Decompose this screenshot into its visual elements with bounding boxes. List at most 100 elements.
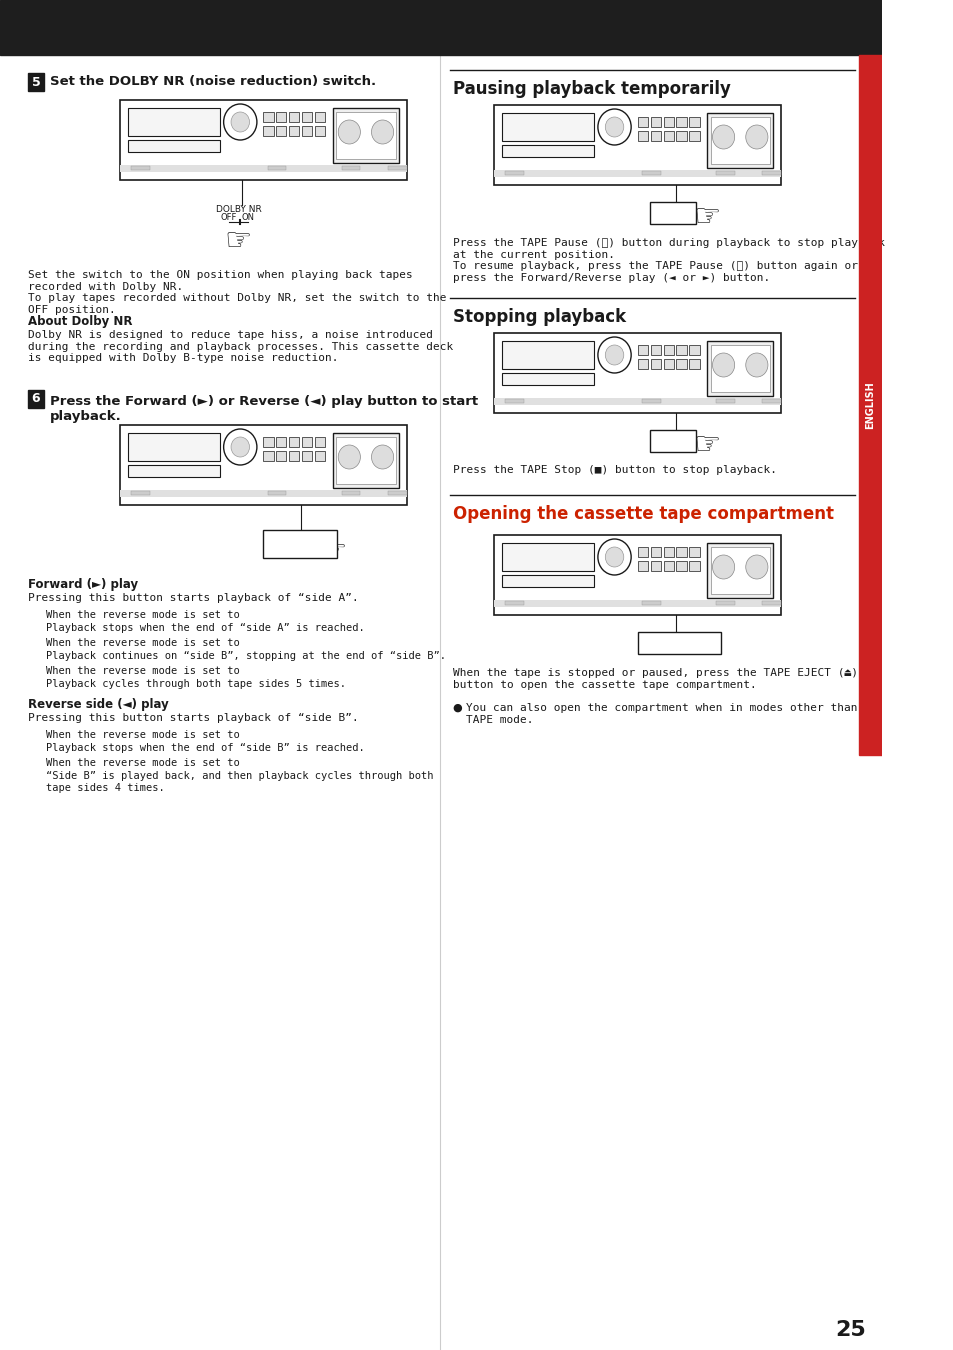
Bar	[505, 601, 523, 605]
Text: ☞: ☞	[693, 204, 720, 232]
Circle shape	[745, 352, 767, 377]
Circle shape	[231, 437, 250, 458]
Bar	[132, 166, 150, 170]
Bar	[710, 346, 769, 392]
Bar	[637, 359, 647, 369]
Circle shape	[712, 555, 734, 579]
Bar	[676, 131, 686, 140]
Bar	[689, 562, 699, 571]
Text: About Dolby NR: About Dolby NR	[28, 315, 132, 328]
Text: Playback stops when the end of “side B” is reached.: Playback stops when the end of “side B” …	[46, 743, 365, 753]
Bar	[676, 562, 686, 571]
Bar	[637, 547, 647, 558]
Bar	[650, 547, 660, 558]
Bar	[650, 562, 660, 571]
Bar	[710, 117, 769, 163]
Bar	[314, 437, 325, 447]
Bar	[333, 108, 398, 163]
Text: Playback continues on “side B”, stopping at the end of “side B”.: Playback continues on “side B”, stopping…	[46, 651, 446, 661]
Bar	[28, 73, 44, 90]
Circle shape	[745, 126, 767, 148]
Bar	[120, 425, 406, 505]
Text: Press the TAPE Stop (■) button to stop playback.: Press the TAPE Stop (■) button to stop p…	[453, 464, 776, 475]
Text: Set the DOLBY NR (noise reduction) switch.: Set the DOLBY NR (noise reduction) switc…	[50, 76, 375, 89]
Text: Forward (►) play: Forward (►) play	[28, 578, 137, 591]
Bar	[676, 346, 686, 355]
Bar	[128, 433, 220, 460]
Bar	[676, 117, 686, 127]
Bar	[501, 144, 594, 157]
Bar	[302, 437, 312, 447]
Circle shape	[712, 126, 734, 148]
Text: Playback cycles through both tape sides 5 times.: Playback cycles through both tape sides …	[46, 679, 346, 688]
Bar	[302, 451, 312, 460]
Bar	[641, 601, 660, 605]
Bar	[637, 117, 647, 127]
Bar	[333, 433, 398, 487]
Text: “Side B” is played back, and then playback cycles through both
tape sides 4 time: “Side B” is played back, and then playba…	[46, 771, 434, 792]
Bar	[263, 112, 274, 122]
Bar	[650, 359, 660, 369]
Circle shape	[223, 104, 256, 140]
Bar	[663, 547, 673, 558]
Bar	[263, 531, 337, 558]
Bar	[120, 100, 406, 180]
Bar	[689, 359, 699, 369]
Text: When the reverse mode is set to: When the reverse mode is set to	[46, 610, 240, 620]
Bar	[289, 126, 299, 136]
Bar	[132, 491, 150, 495]
Text: 5: 5	[31, 76, 40, 89]
Bar	[761, 171, 781, 176]
Bar	[676, 359, 686, 369]
Text: Pressing this button starts playback of “side A”.: Pressing this button starts playback of …	[28, 593, 358, 603]
Bar	[28, 390, 44, 408]
Text: ▲ EJECT: ▲ EJECT	[651, 639, 689, 648]
Circle shape	[371, 446, 394, 468]
Bar	[388, 166, 406, 170]
Text: When the tape is stopped or paused, press the TAPE EJECT (⏏)
button to open the : When the tape is stopped or paused, pres…	[453, 668, 857, 690]
Bar	[120, 165, 406, 171]
Bar	[689, 547, 699, 558]
Bar	[710, 547, 769, 594]
Bar	[501, 373, 594, 385]
Text: OFF: OFF	[221, 213, 237, 223]
Bar	[336, 112, 395, 159]
Bar	[289, 437, 299, 447]
Bar	[663, 562, 673, 571]
Bar	[494, 398, 781, 405]
Bar	[314, 112, 325, 122]
Text: Playback stops when the end of “side A” is reached.: Playback stops when the end of “side A” …	[46, 622, 365, 633]
Bar	[128, 464, 220, 477]
Bar	[761, 400, 781, 404]
Bar	[663, 359, 673, 369]
Bar	[289, 112, 299, 122]
Bar	[706, 113, 773, 167]
Bar	[336, 437, 395, 485]
Text: ON: ON	[241, 213, 253, 223]
Bar	[663, 346, 673, 355]
Bar	[289, 451, 299, 460]
Bar	[268, 491, 286, 495]
Bar	[637, 632, 720, 653]
Text: Stopping playback: Stopping playback	[453, 308, 625, 325]
Bar	[302, 126, 312, 136]
Bar	[637, 346, 647, 355]
Text: ENGLISH: ENGLISH	[864, 381, 875, 429]
Bar	[128, 108, 220, 136]
Text: II: II	[667, 207, 678, 220]
Bar	[761, 601, 781, 605]
Bar	[388, 491, 406, 495]
Text: Press the TAPE Pause (Ⅱ) button during playback to stop playback
at the current : Press the TAPE Pause (Ⅱ) button during p…	[453, 238, 883, 282]
Bar	[263, 126, 274, 136]
Text: Pressing this button starts playback of “side B”.: Pressing this button starts playback of …	[28, 713, 358, 724]
Circle shape	[604, 117, 623, 136]
Bar	[663, 131, 673, 140]
Circle shape	[745, 555, 767, 579]
Bar	[263, 437, 274, 447]
Bar	[689, 346, 699, 355]
Bar	[689, 117, 699, 127]
Bar	[501, 575, 594, 587]
Text: You can also open the compartment when in modes other than
TAPE mode.: You can also open the compartment when i…	[465, 703, 857, 725]
Bar	[263, 451, 274, 460]
Circle shape	[338, 120, 360, 144]
